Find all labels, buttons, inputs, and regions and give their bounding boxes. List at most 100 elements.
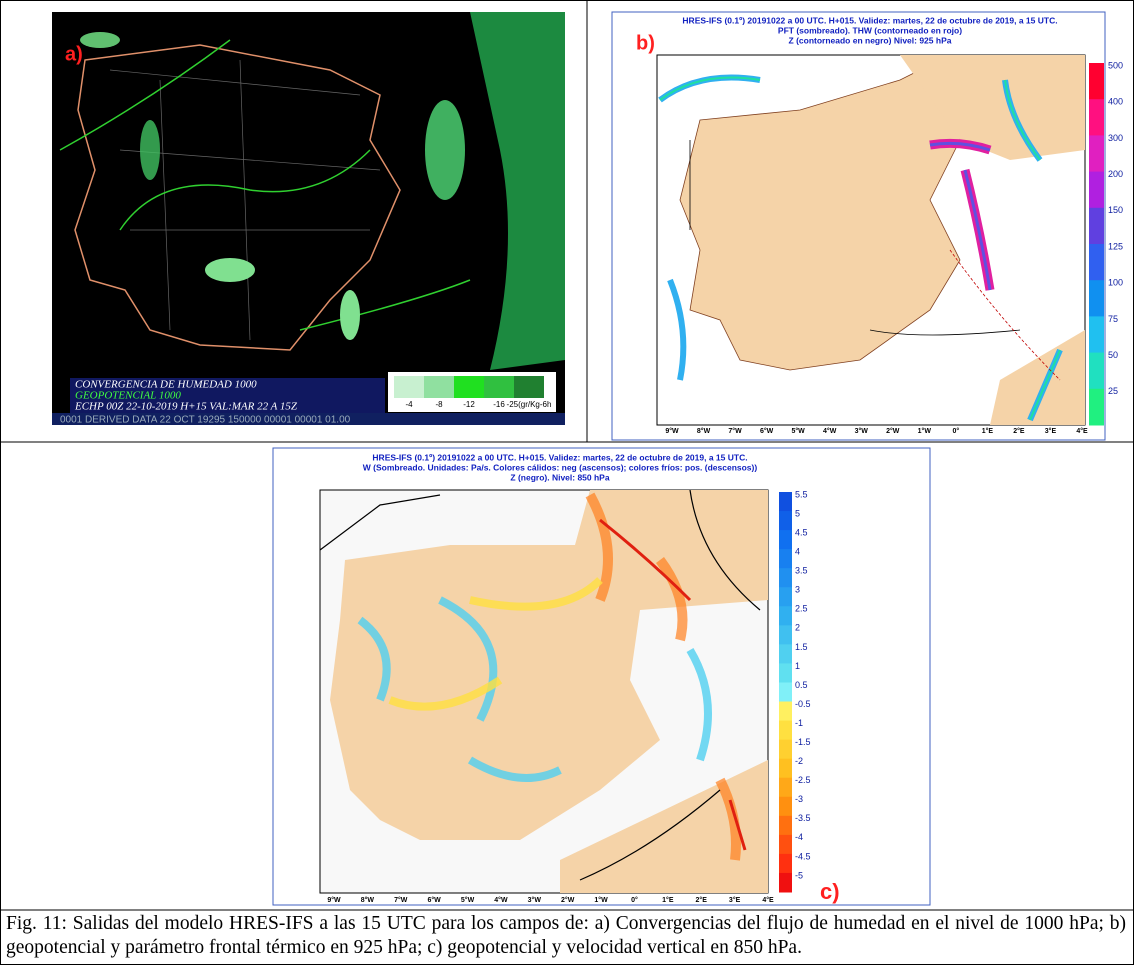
colorbar-label: -0.5	[795, 699, 811, 709]
colorbar-label: 125	[1108, 241, 1123, 251]
lon-label: 2°E	[696, 896, 708, 904]
lon-label: 3°E	[729, 896, 741, 904]
figure-page: a) CONVERGENCIA DE HUMEDAD 1000 GEOPOTEN…	[0, 0, 1134, 965]
colorbar-label: 150	[1108, 205, 1123, 215]
colorbar-label: 2.5	[795, 604, 808, 614]
lon-label: 5°W	[791, 427, 805, 435]
lon-label: 0°	[631, 896, 638, 904]
colorbar-label: 300	[1108, 133, 1123, 143]
scale-cell	[514, 376, 544, 398]
colorbar-label: -4	[795, 832, 803, 842]
colorbar-label: 1	[795, 661, 800, 671]
colorbar-label: -2	[795, 756, 803, 766]
scale-cell	[454, 376, 484, 398]
lon-label: 4°E	[762, 896, 774, 904]
lon-label: 2°W	[886, 427, 900, 435]
title-line: W (Sombreado. Unidades: Pa/s. Colores cá…	[363, 462, 758, 472]
colorbar-cell	[779, 568, 792, 588]
colorbar-label: 4.5	[795, 527, 808, 537]
panel-label: a)	[65, 43, 83, 65]
colorbar-label: -3.5	[795, 813, 811, 823]
lon-label: 2°W	[561, 896, 575, 904]
lon-label: 8°W	[697, 427, 711, 435]
colorbar-cell	[779, 797, 792, 817]
colorbar-label: -2.5	[795, 775, 811, 785]
panel-c-map	[320, 490, 768, 893]
colorbar-label: 5.5	[795, 489, 808, 499]
colorbar-cell	[1089, 135, 1104, 172]
panel-b-map	[657, 55, 1085, 425]
colorbar-cell	[779, 778, 792, 798]
lon-label: 8°W	[361, 896, 375, 904]
colorbar-label: 5	[795, 508, 800, 518]
colorbar-cell	[779, 873, 792, 893]
lon-label: 1°W	[918, 427, 932, 435]
lon-label: 6°W	[760, 427, 774, 435]
figure: a) CONVERGENCIA DE HUMEDAD 1000 GEOPOTEN…	[0, 0, 1134, 965]
lon-label: 7°W	[728, 427, 742, 435]
footer: 0001 DERIVED DATA 22 OCT 19295 150000 00…	[60, 415, 351, 426]
lon-label: 6°W	[427, 896, 441, 904]
panel-a-map	[52, 12, 565, 425]
colorbar-label: 2	[795, 623, 800, 633]
scale-cell	[394, 376, 424, 398]
lon-label: 9°W	[665, 427, 679, 435]
colorbar-label: 400	[1108, 97, 1123, 107]
colorbar-label: 0.5	[795, 680, 808, 690]
colorbar-cell	[779, 492, 792, 512]
colorbar-label: -1.5	[795, 737, 811, 747]
colorbar-label: 4	[795, 547, 800, 557]
colorbar-cell	[779, 625, 792, 645]
colorbar-cell	[779, 854, 792, 874]
colorbar-cell	[1089, 353, 1104, 390]
lon-label: 4°W	[494, 896, 508, 904]
scale-label: -4	[405, 400, 413, 409]
colorbar-cell	[779, 682, 792, 702]
title-line: PFT (sombreado). THW (contorneado en roj…	[778, 25, 962, 35]
lon-label: 4°W	[823, 427, 837, 435]
panel-label: b)	[636, 32, 655, 54]
colorbar-cell	[1089, 208, 1104, 245]
lon-label: 5°W	[461, 896, 475, 904]
lon-label: 0°	[952, 427, 959, 435]
colorbar-label: -5	[795, 870, 803, 880]
legend-line: ECHP 00Z 22-10-2019 H+15 VAL:MAR 22 A 15…	[74, 401, 298, 413]
colorbar-cell	[779, 606, 792, 626]
panel-label: c)	[820, 879, 840, 904]
colorbar-cell	[779, 740, 792, 760]
scale-label: -8	[435, 400, 443, 409]
lon-label: 7°W	[394, 896, 408, 904]
colorbar-cell	[779, 663, 792, 683]
colorbar-label: -4.5	[795, 851, 811, 861]
colorbar-cell	[779, 702, 792, 722]
colorbar-cell	[779, 530, 792, 550]
lon-label: 3°E	[1045, 427, 1057, 435]
colorbar-label: 75	[1108, 314, 1118, 324]
colorbar-cell	[1089, 316, 1104, 353]
colorbar-label: 200	[1108, 169, 1123, 179]
scale-label: -16	[493, 400, 505, 409]
colorbar-label: 25	[1108, 386, 1118, 396]
colorbar-cell	[1089, 280, 1104, 317]
scale-label: -12	[463, 400, 475, 409]
colorbar-cell	[1089, 63, 1104, 100]
title-line: HRES-IFS (0.1º) 20191022 a 00 UTC. H+015…	[372, 452, 747, 462]
colorbar-cell	[779, 721, 792, 741]
colorbar-cell	[779, 759, 792, 779]
lon-label: 1°E	[662, 896, 674, 904]
lon-label: 1°E	[982, 427, 994, 435]
colorbar-label: 3.5	[795, 566, 808, 576]
colorbar-cell	[779, 835, 792, 855]
lon-label: 2°E	[1013, 427, 1025, 435]
colorbar-label: 500	[1108, 60, 1123, 70]
colorbar-cell	[1089, 244, 1104, 281]
title-line: Z (contorneado en negro) Nivel: 925 hPa	[789, 35, 952, 45]
colorbar-label: -1	[795, 718, 803, 728]
scale-cell	[484, 376, 514, 398]
colorbar-label: 3	[795, 585, 800, 595]
colorbar-cell	[1089, 99, 1104, 136]
colorbar-cell	[779, 816, 792, 836]
lon-label: 1°W	[594, 896, 608, 904]
caption: Fig. 11: Salidas del modelo HRES-IFS a l…	[6, 912, 1126, 960]
